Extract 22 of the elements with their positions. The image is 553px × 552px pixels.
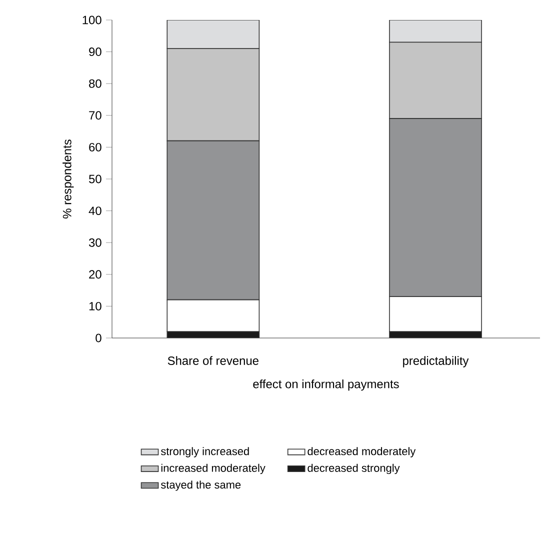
y-tick-label: 0 — [96, 334, 102, 342]
y-axis-title: % respondents — [62, 140, 74, 218]
y-tick-label: 60 — [89, 142, 102, 152]
legend-label: strongly increased — [160, 447, 249, 458]
bar — [389, 20, 482, 43]
y-tick-label: 50 — [89, 174, 102, 184]
bar — [166, 20, 260, 50]
x-axis-title: effect on informal payments — [253, 380, 399, 391]
legend-label: decreased strongly — [308, 464, 400, 474]
y-tick-label: 90 — [89, 48, 102, 56]
legend-label: decreased moderately — [308, 447, 416, 458]
y-tick-label: 100 — [82, 16, 102, 24]
y-tick-label: 20 — [89, 270, 102, 279]
legend-label: increased moderately — [161, 464, 266, 474]
y-tick-label: 80 — [89, 79, 102, 88]
legend-label: stayed the same — [160, 480, 241, 491]
x-tick-label: predictability — [403, 356, 469, 368]
y-tick-label: 30 — [88, 238, 102, 247]
x-tick-label: Share of revenue — [168, 356, 258, 365]
y-tick-label: 70 — [89, 111, 102, 120]
y-tick-label: 10 — [89, 302, 102, 310]
y-tick-label: 40 — [88, 206, 102, 216]
